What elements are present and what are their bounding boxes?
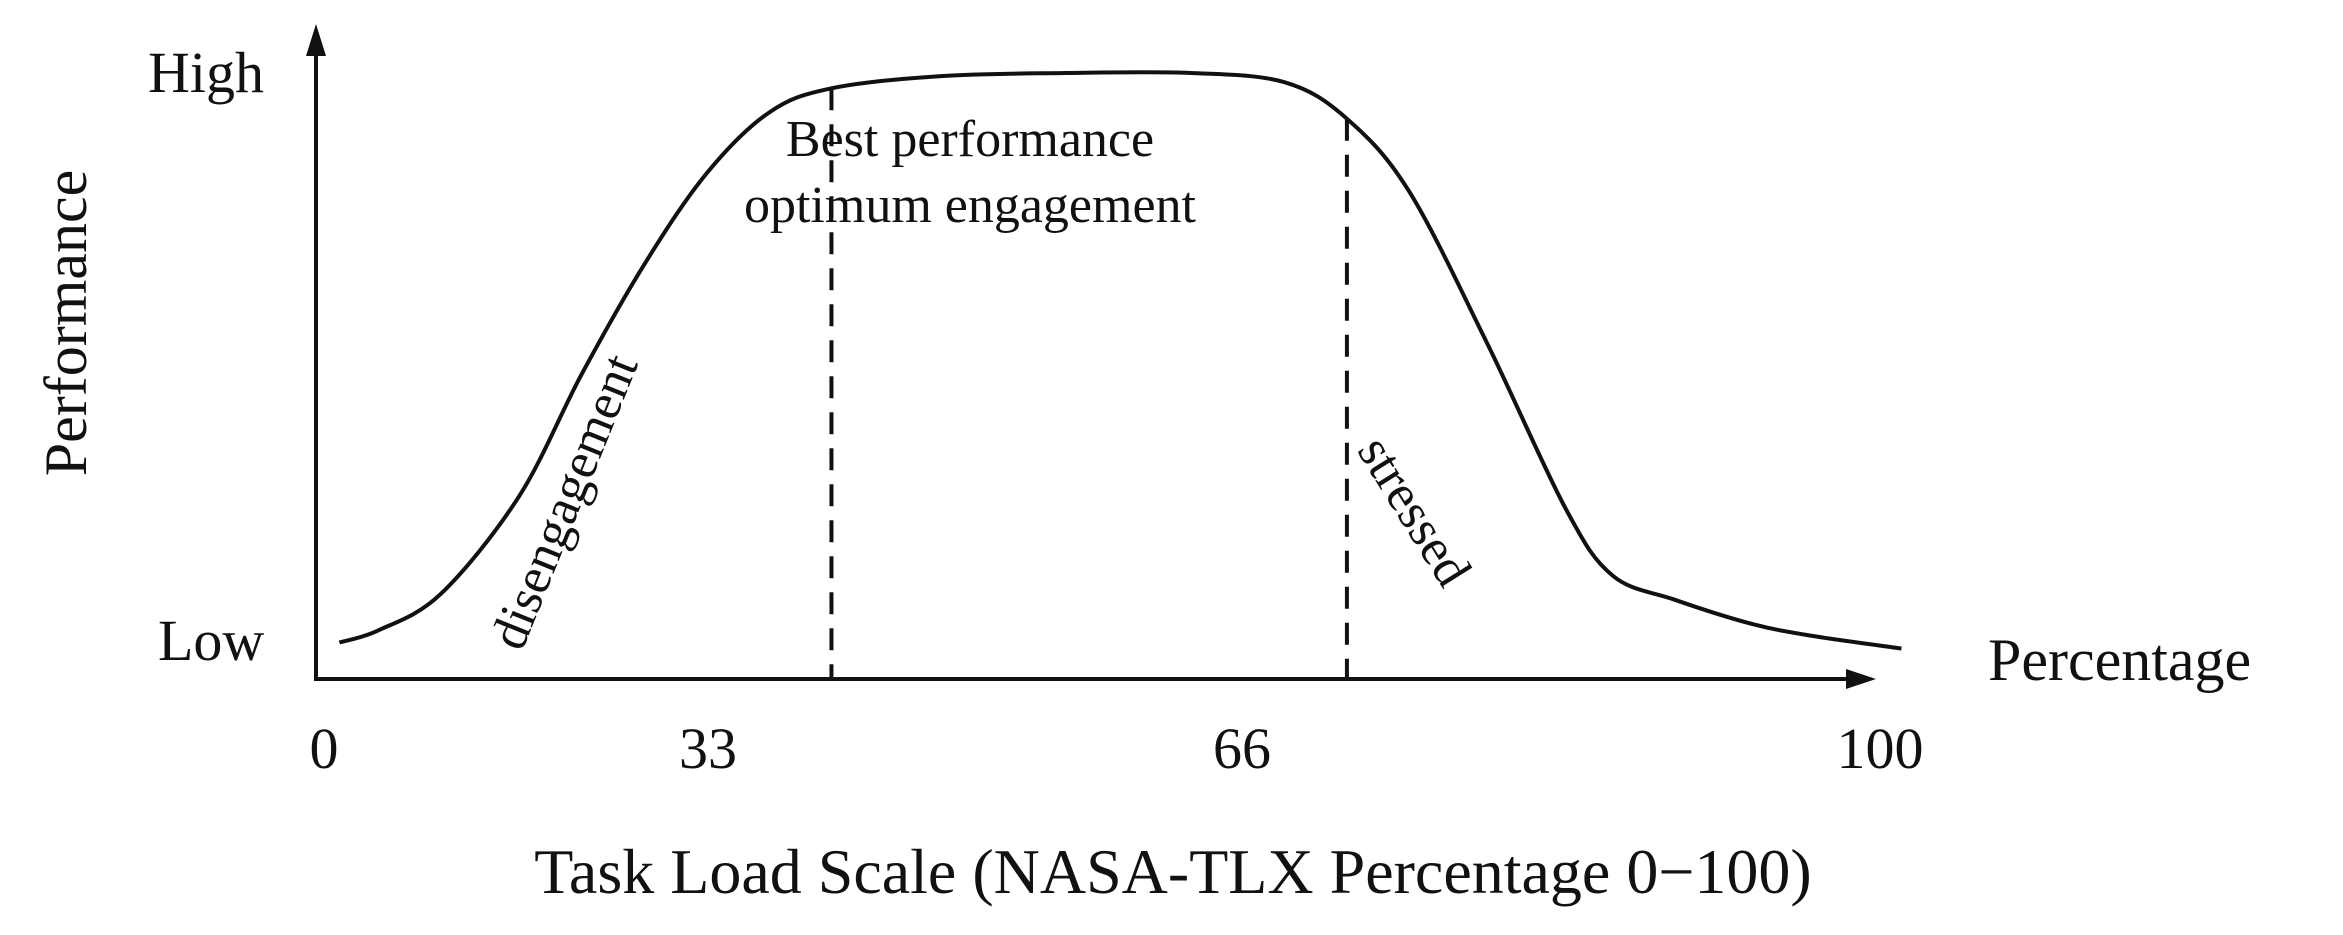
- y-label-high: High: [148, 40, 264, 105]
- y-axis-arrow: [306, 24, 326, 56]
- x-axis-end-label: Percentage: [1988, 627, 2251, 693]
- x-axis-title: Task Load Scale (NASA-TLX Percentage 0−1…: [534, 836, 1811, 907]
- zone-middle-line1: Best performance: [786, 111, 1154, 168]
- x-tick-label: 100: [1837, 716, 1924, 781]
- zone-right-label: stressed: [1346, 426, 1482, 596]
- zone-middle-line2: optimum engagement: [744, 177, 1197, 234]
- x-tick-label: 0: [310, 716, 339, 781]
- x-tick-label: 33: [679, 716, 737, 781]
- y-axis-title: Performance: [33, 170, 99, 477]
- x-axis-arrow: [1846, 669, 1876, 689]
- performance-curve: [338, 70, 1902, 651]
- y-label-low: Low: [158, 608, 264, 673]
- zone-left-label: disengagement: [480, 346, 650, 657]
- x-tick-label: 66: [1213, 716, 1271, 781]
